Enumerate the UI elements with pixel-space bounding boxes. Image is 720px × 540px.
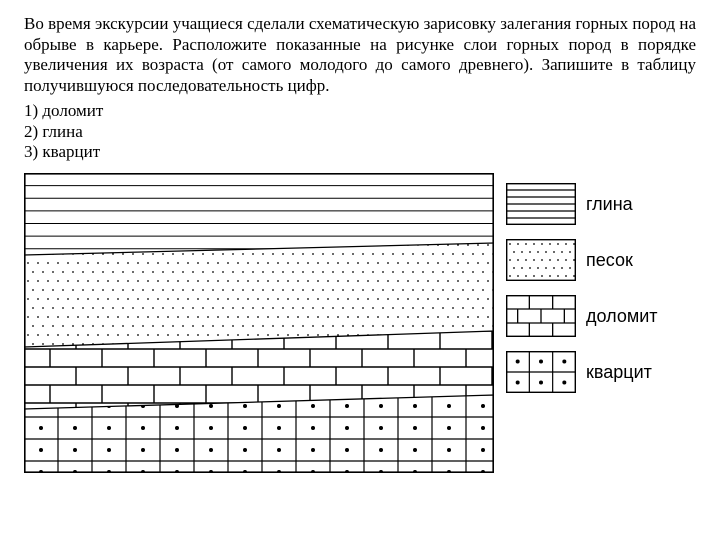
task-paragraph: Во время экскурсии учащиеся сделали схем… — [24, 14, 696, 97]
legend-row-sand: песок — [506, 239, 658, 281]
legend-label-sand: песок — [586, 250, 633, 271]
option-1: 1) доломит — [24, 101, 696, 122]
legend: глина песок доломит кварцит — [506, 183, 658, 393]
legend-label-dolomite: доломит — [586, 306, 658, 327]
legend-swatch-sand — [506, 239, 576, 281]
legend-label-quartzite: кварцит — [586, 362, 652, 383]
legend-row-quartzite: кварцит — [506, 351, 658, 393]
legend-row-dolomite: доломит — [506, 295, 658, 337]
strata-diagram — [24, 173, 494, 473]
figure-area: глина песок доломит кварцит — [24, 173, 696, 473]
legend-swatch-clay — [506, 183, 576, 225]
legend-row-clay: глина — [506, 183, 658, 225]
legend-swatch-quartzite — [506, 351, 576, 393]
legend-label-clay: глина — [586, 194, 633, 215]
option-3: 3) кварцит — [24, 142, 696, 163]
legend-swatch-dolomite — [506, 295, 576, 337]
option-2: 2) глина — [24, 122, 696, 143]
